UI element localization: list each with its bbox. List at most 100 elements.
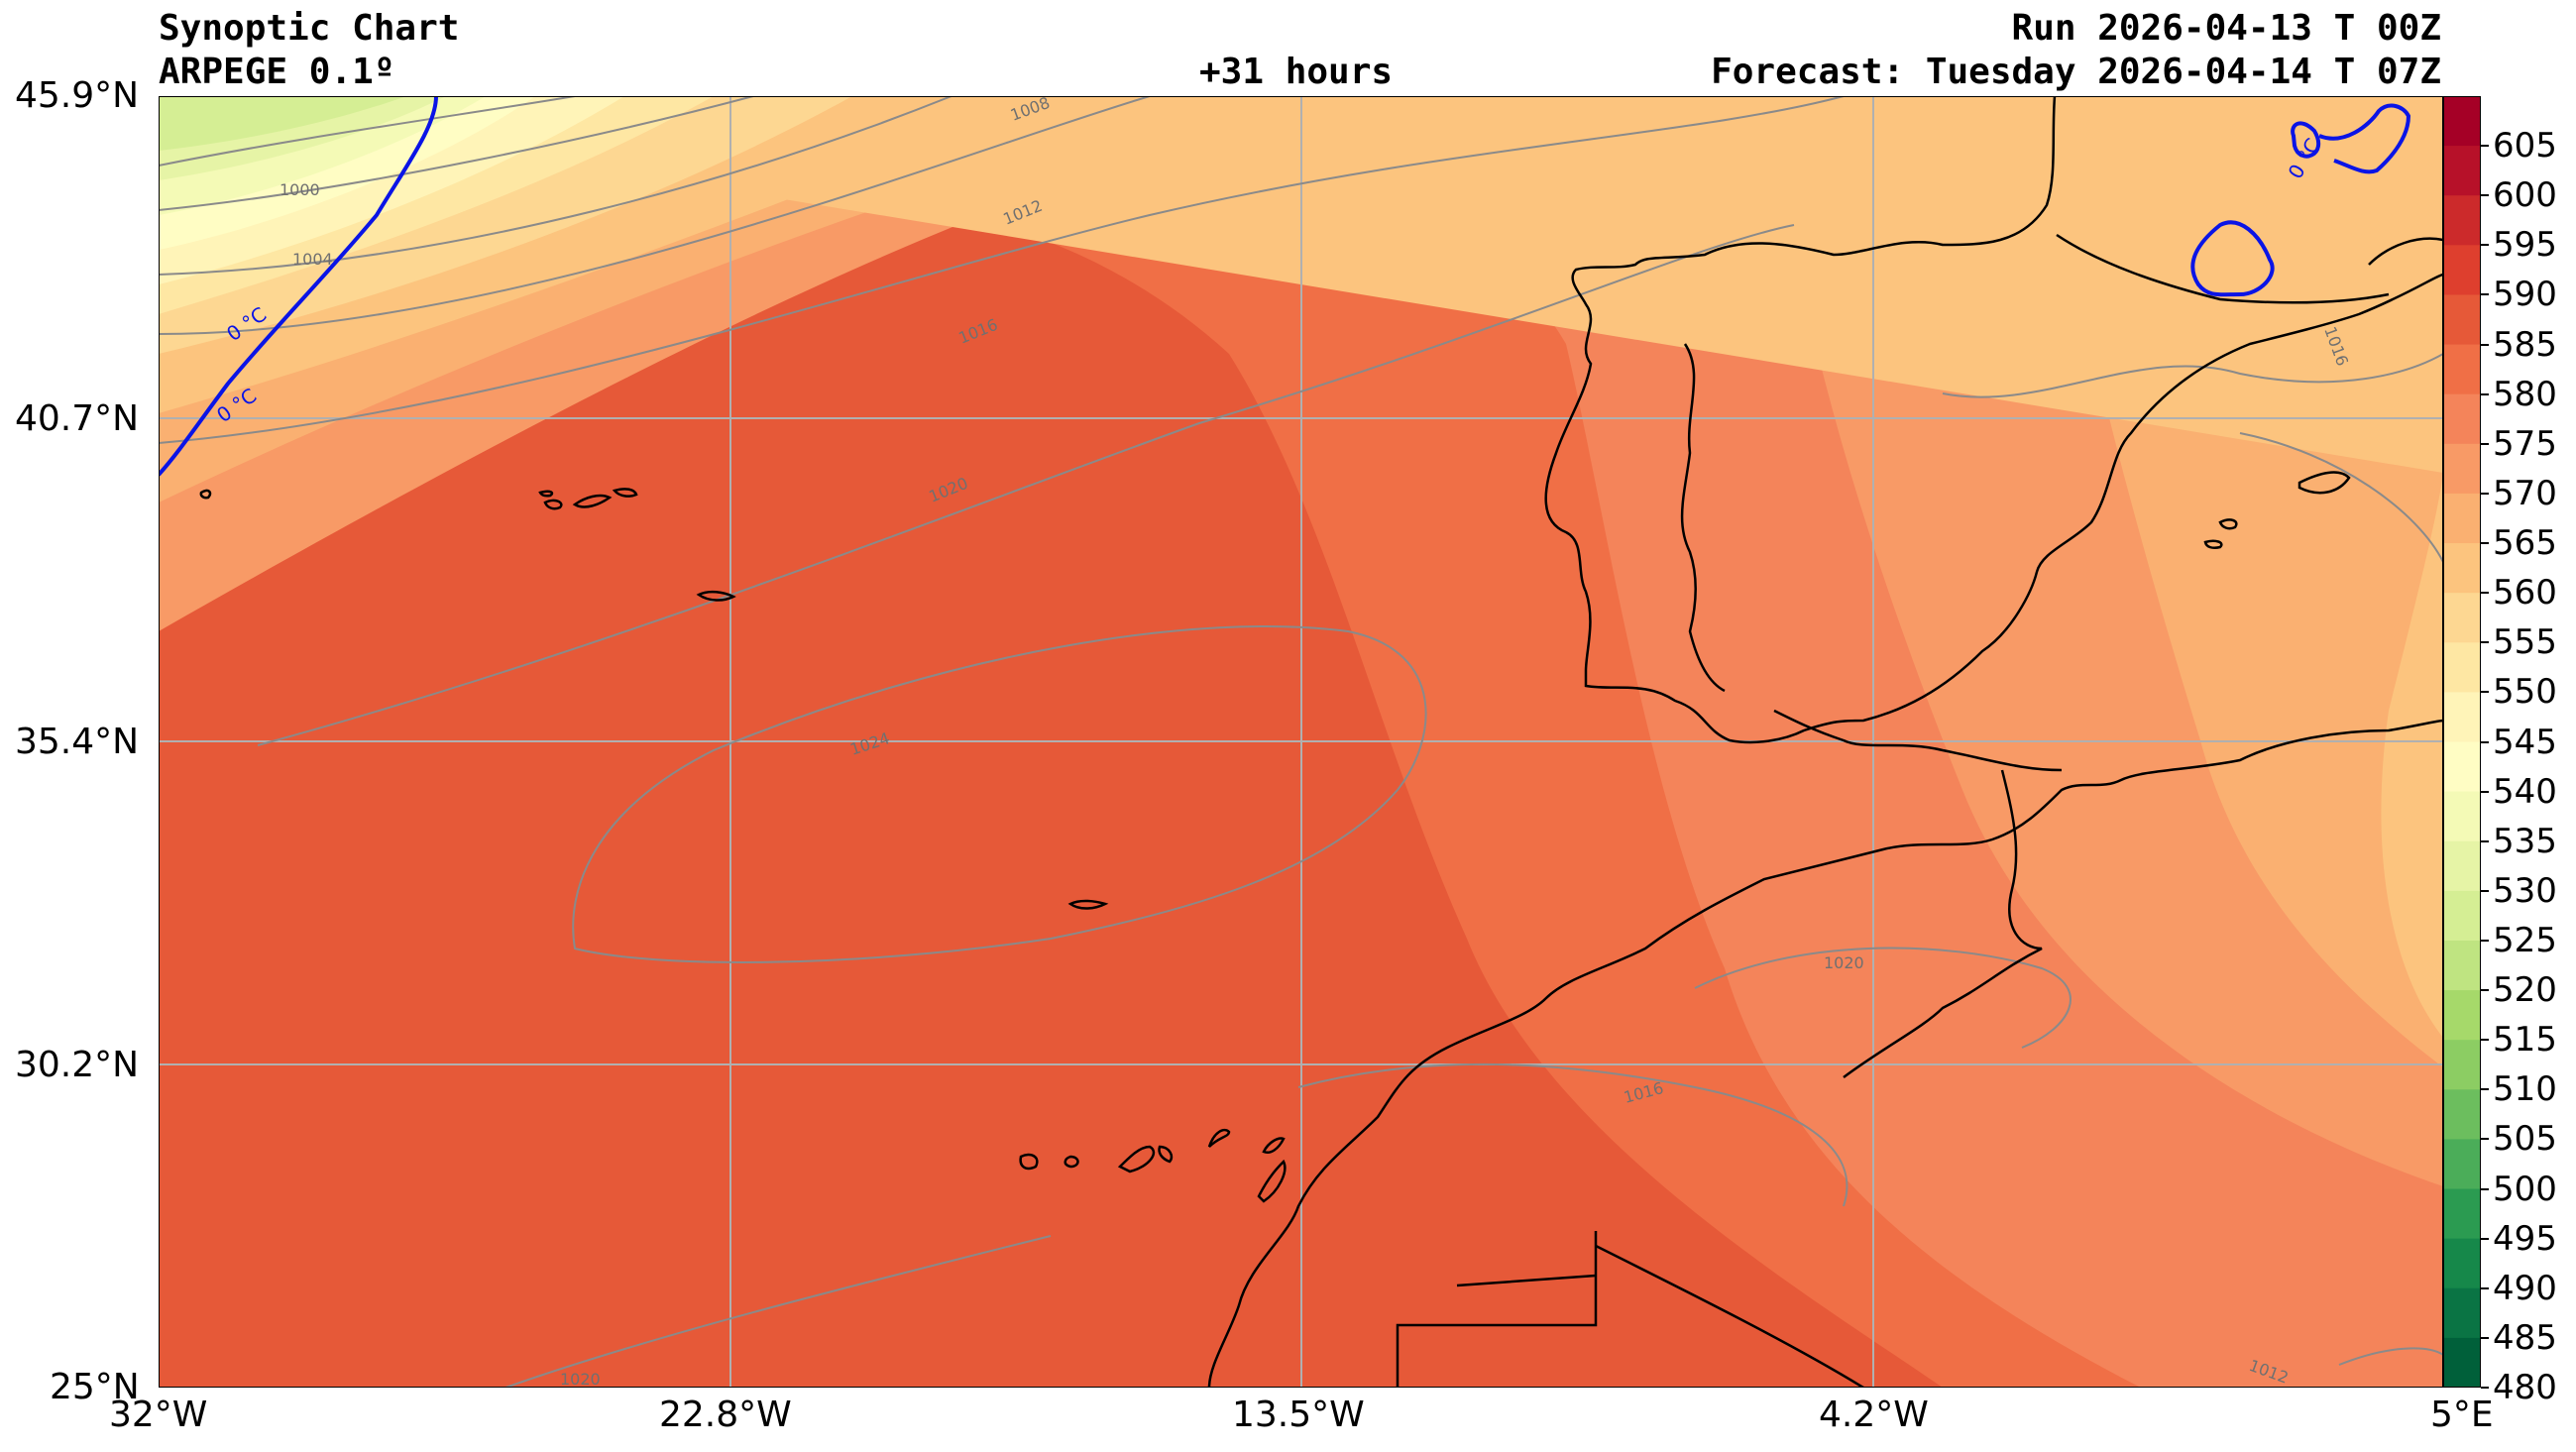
colorbar-tick-label: 605 xyxy=(2493,126,2557,167)
colorbar-tick-label: 585 xyxy=(2493,324,2557,365)
colorbar-tick-label: 545 xyxy=(2493,722,2557,762)
band-525 xyxy=(159,96,406,151)
colorbar-swatch xyxy=(2443,741,2481,793)
forecast-label: Forecast: Tuesday 2026-04-14 T 07Z xyxy=(1711,52,2441,92)
colorbar-tick xyxy=(2481,641,2489,644)
colorbar-tick xyxy=(2481,691,2489,694)
colorbar-swatch xyxy=(2443,990,2481,1041)
colorbar-tick xyxy=(2481,542,2489,545)
colorbar-tick-label: 555 xyxy=(2493,622,2557,663)
colorbar-swatch xyxy=(2443,840,2481,892)
colorbar-tick-label: 590 xyxy=(2493,275,2557,315)
run-label: Run 2026-04-13 T 00Z xyxy=(2011,8,2441,49)
colorbar-tick xyxy=(2481,1336,2489,1339)
model-label: ARPEGE 0.1º xyxy=(159,52,395,92)
colorbar-swatch xyxy=(2443,1139,2481,1190)
colorbar-swatch xyxy=(2443,890,2481,942)
colorbar-swatch xyxy=(2443,642,2481,693)
colorbar-tick-label: 580 xyxy=(2493,374,2557,414)
colorbar-swatch xyxy=(2443,593,2481,643)
colorbar-tick xyxy=(2481,592,2489,595)
colorbar-tick-label: 565 xyxy=(2493,523,2557,564)
colorbar-swatch xyxy=(2443,692,2481,743)
lon-label: 13.5°W xyxy=(1232,1395,1365,1435)
isobar-label: 1020 xyxy=(1824,953,1864,972)
colorbar-swatch xyxy=(2443,294,2481,346)
colorbar-tick-label: 560 xyxy=(2493,573,2557,614)
colorbar-tick xyxy=(2481,1286,2489,1289)
colorbar xyxy=(2443,96,2481,1388)
lat-label: 30.2°N xyxy=(15,1045,140,1085)
colorbar-tick-label: 570 xyxy=(2493,473,2557,513)
colorbar-swatch xyxy=(2443,146,2481,196)
freezing-line xyxy=(159,96,2411,477)
colorbar-swatch xyxy=(2443,393,2481,445)
colorbar-tick xyxy=(2481,442,2489,445)
graticule xyxy=(159,96,2443,1388)
isobar-label: 1020 xyxy=(560,1370,601,1388)
colorbar-tick xyxy=(2481,492,2489,495)
lat-label: 25°N xyxy=(50,1367,140,1407)
colorbar-tick xyxy=(2481,839,2489,842)
colorbar-swatches xyxy=(2443,96,2481,1388)
colorbar-tick-label: 520 xyxy=(2493,970,2557,1011)
coastlines xyxy=(199,96,2443,1388)
colorbar-tick-label: 515 xyxy=(2493,1020,2557,1061)
colorbar-tick-label: 495 xyxy=(2493,1218,2557,1259)
isobar-label: 1000 xyxy=(280,180,320,199)
colorbar-swatch xyxy=(2443,1040,2481,1090)
lon-label: 22.8°W xyxy=(659,1395,792,1435)
colorbar-tick xyxy=(2481,1088,2489,1091)
colorbar-tick-label: 510 xyxy=(2493,1069,2557,1110)
colorbar-swatch xyxy=(2443,1089,2481,1141)
colorbar-tick-label: 575 xyxy=(2493,423,2557,464)
colorbar-tick-label: 600 xyxy=(2493,175,2557,216)
colorbar-swatch xyxy=(2443,443,2481,495)
colorbar-tick xyxy=(2481,1387,2489,1389)
colorbar-swatch xyxy=(2443,245,2481,296)
colorbar-tick-label: 505 xyxy=(2493,1119,2557,1160)
colorbar-tick xyxy=(2481,1039,2489,1042)
colorbar-tick xyxy=(2481,343,2489,346)
colorbar-tick-label: 595 xyxy=(2493,225,2557,266)
colorbar-tick xyxy=(2481,889,2489,892)
colorbar-swatch xyxy=(2443,1287,2481,1339)
lon-label: 4.2°W xyxy=(1819,1395,1929,1435)
colorbar-swatch xyxy=(2443,543,2481,594)
lat-label: 40.7°N xyxy=(15,398,140,439)
colorbar-tick-label: 490 xyxy=(2493,1268,2557,1308)
colorbar-tick xyxy=(2481,1237,2489,1240)
colorbar-tick xyxy=(2481,790,2489,793)
lat-label: 35.4°N xyxy=(15,722,140,762)
colorbar-tick-label: 500 xyxy=(2493,1169,2557,1209)
colorbar-swatch xyxy=(2443,195,2481,246)
colorbar-swatch xyxy=(2443,1337,2481,1388)
colorbar-tick xyxy=(2481,244,2489,247)
colorbar-tick-label: 540 xyxy=(2493,771,2557,812)
colorbar-swatch xyxy=(2443,1188,2481,1240)
colorbar-swatch xyxy=(2443,344,2481,395)
colorbar-swatch xyxy=(2443,791,2481,842)
colorbar-tick xyxy=(2481,392,2489,395)
colorbar-swatch xyxy=(2443,1238,2481,1289)
isobar-label: 1004 xyxy=(292,250,333,269)
lon-label: 5°E xyxy=(2430,1395,2494,1435)
isobars xyxy=(159,96,2443,1388)
lon-label: 32°W xyxy=(109,1395,208,1435)
colorbar-tick-label: 485 xyxy=(2493,1317,2557,1358)
colorbar-swatch xyxy=(2443,96,2481,147)
colorbar-tick xyxy=(2481,989,2489,992)
colorbar-swatch xyxy=(2443,493,2481,544)
isobar-labels: 1000 1004 1008 1012 1016 1020 1024 1020 … xyxy=(280,96,2352,1388)
colorbar-tick-label: 480 xyxy=(2493,1368,2557,1407)
colorbar-tick xyxy=(2481,145,2489,148)
colorbar-tick-label: 525 xyxy=(2493,920,2557,960)
colorbar-tick-label: 535 xyxy=(2493,821,2557,861)
colorbar-tick-label: 530 xyxy=(2493,870,2557,911)
lead-time-label: +31 hours xyxy=(1199,52,1394,92)
lat-label: 45.9°N xyxy=(15,75,140,116)
colorbar-tick xyxy=(2481,194,2489,197)
colorbar-tick xyxy=(2481,293,2489,296)
synoptic-map: 1000 1004 1008 1012 1016 1020 1024 1020 … xyxy=(159,96,2443,1388)
colorbar-swatch xyxy=(2443,940,2481,991)
